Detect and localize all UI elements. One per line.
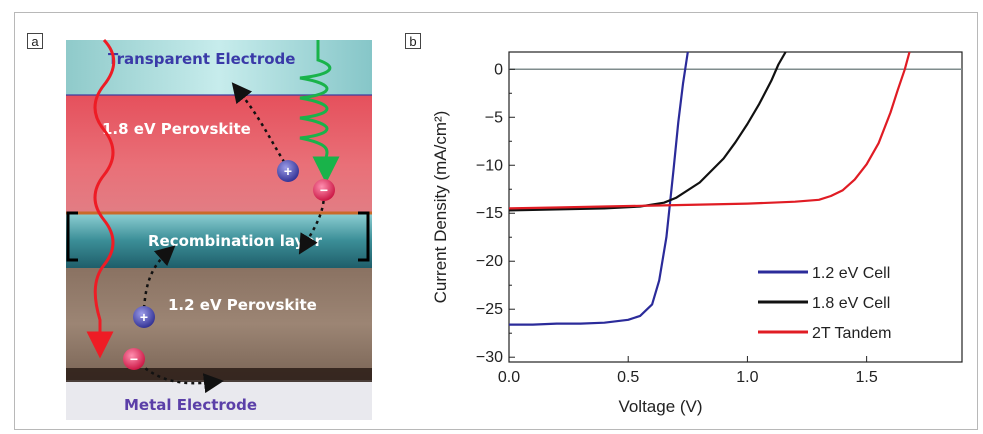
x-tick-label: 0.5 <box>617 369 639 386</box>
y-tick-label: −5 <box>485 109 503 126</box>
y-tick-label: 0 <box>494 61 503 78</box>
label-recombination-layer: Recombination layer <box>148 232 323 250</box>
y-tick-label: −10 <box>476 157 503 174</box>
chart-series <box>508 51 911 326</box>
series-line-2 <box>508 51 787 212</box>
y-tick-label: −25 <box>476 301 503 318</box>
label-bottom-perovskite: 1.2 eV Perovskite <box>168 296 317 314</box>
legend-label-3: 2T Tandem <box>812 325 891 342</box>
hole-top-sign: + <box>284 163 292 179</box>
transparent-electrode-layer <box>66 40 372 95</box>
electron-top: − <box>313 179 335 201</box>
series-line-1 <box>509 51 689 326</box>
electron-path-bottom <box>139 363 224 394</box>
y-tick-label: −30 <box>476 349 503 366</box>
y-tick-label: −20 <box>476 253 503 270</box>
figure-frame <box>14 12 978 430</box>
hole-bottom: + <box>133 306 155 328</box>
electron-path-top <box>298 193 326 255</box>
series-line-3 <box>508 51 911 210</box>
label-metal-electrode: Metal Electrode <box>124 396 257 414</box>
hole-path-bottom <box>142 245 176 309</box>
electron-bottom: − <box>123 348 145 370</box>
electron-top-sign: − <box>320 182 328 198</box>
x-tick-label: 1.5 <box>856 369 878 386</box>
x-tick-label: 0.0 <box>498 369 520 386</box>
recombination-layer <box>66 213 372 268</box>
red-light-wave <box>86 38 116 359</box>
chart-axes: 0.0 0.5 1.0 1.5 0 −5 −10 −15 −20 −25 −30 Voltage (V… <box>431 51 963 416</box>
panel-a-tag: a <box>27 33 43 49</box>
y-axis-label: Current Density (mA/cm²) <box>431 111 450 304</box>
hole-path-top <box>231 82 290 169</box>
green-light-wave <box>299 40 340 184</box>
legend-label-1: 1.2 eV Cell <box>812 265 890 282</box>
hole-top: + <box>277 160 299 182</box>
electron-bottom-sign: − <box>130 351 138 367</box>
y-tick-label: −15 <box>476 205 503 222</box>
panel-b-tag: b <box>405 33 421 49</box>
hole-bottom-sign: + <box>140 309 148 325</box>
bottom-perovskite-layer <box>66 268 372 380</box>
chart-legend: 1.2 eV Cell 1.8 eV Cell 2T Tandem <box>758 265 891 342</box>
legend-label-2: 1.8 eV Cell <box>812 295 890 312</box>
x-axis-label: Voltage (V) <box>618 397 702 416</box>
recombination-bracket <box>66 211 370 262</box>
plot-frame <box>508 51 963 363</box>
x-tick-label: 1.0 <box>736 369 758 386</box>
label-transparent-electrode: Transparent Electrode <box>108 50 295 68</box>
label-top-perovskite: 1.8 eV Perovskite <box>102 120 251 138</box>
